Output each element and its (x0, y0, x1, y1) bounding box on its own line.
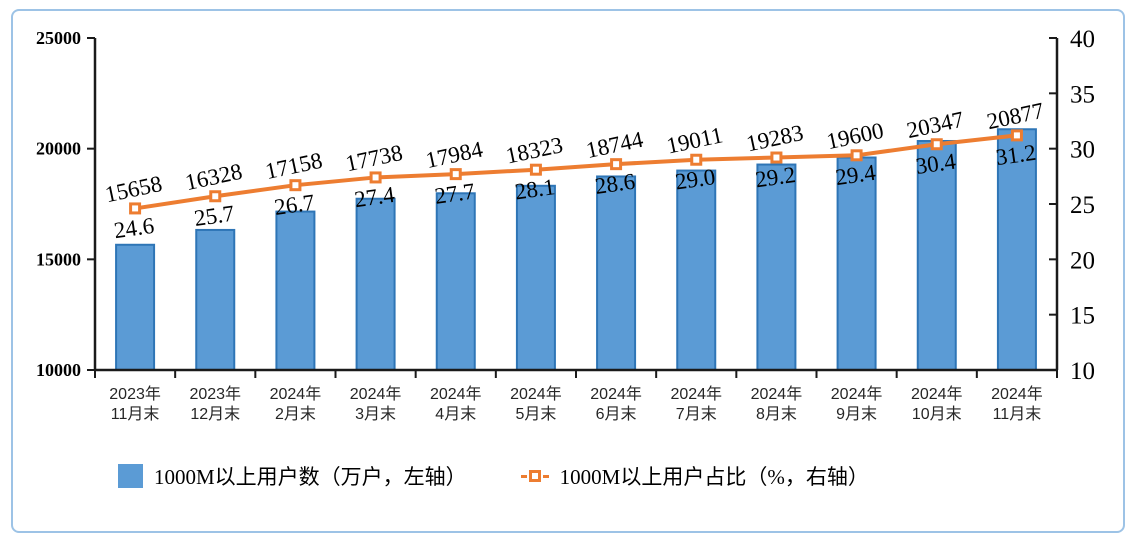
x-tick-label: 2024年 8月末 (751, 385, 803, 423)
bar (916, 139, 957, 371)
bar-value-label: 16328 (183, 159, 244, 195)
x-tick-label: 2024年 4月末 (430, 385, 482, 423)
bar-value-label: 17158 (263, 148, 324, 184)
bar-value-label: 17738 (343, 140, 404, 176)
bar-value-label: 19600 (824, 118, 885, 154)
legend: 1000M以上用户数（万户，左轴） 1000M以上用户占比（%，右轴） (118, 459, 869, 493)
y-axis-left-tick-label: 15000 (36, 249, 81, 269)
y-axis-right-tick-label: 25 (1070, 192, 1095, 219)
line-marker (529, 163, 542, 176)
y-axis-left-tick-label: 20000 (36, 139, 81, 159)
bar (435, 192, 476, 371)
bar (515, 184, 556, 371)
y-axis-right-tick-label: 15 (1070, 303, 1095, 330)
y-axis-right-tick-label: 40 (1070, 26, 1095, 53)
line-series-marker-icon (520, 470, 549, 482)
y-axis-right-tick-label: 10 (1070, 358, 1095, 385)
bar (115, 243, 156, 372)
line-marker (209, 190, 222, 203)
x-tick-label: 2023年 11月末 (109, 385, 161, 423)
line-marker (770, 151, 783, 164)
line-value-label: 28.6 (593, 169, 636, 199)
bar (355, 197, 396, 371)
bar (676, 169, 717, 371)
y-axis-left-tick-label: 10000 (36, 360, 81, 380)
bar-value-label: 15658 (103, 171, 164, 207)
x-tick-label: 2024年 2月末 (270, 385, 322, 423)
bar (756, 163, 797, 371)
line-marker (129, 202, 142, 215)
x-tick-label: 2024年 11月末 (991, 385, 1043, 423)
bar-value-label: 18744 (584, 127, 646, 164)
line-value-label: 30.4 (914, 149, 958, 179)
line-value-label: 24.6 (112, 213, 155, 243)
bar (596, 175, 637, 371)
x-tick-label: 2023年 12月末 (189, 385, 241, 423)
x-tick-label: 2024年 7月末 (670, 385, 722, 423)
line-marker (289, 179, 302, 192)
bar (275, 210, 316, 371)
line-marker (690, 153, 703, 166)
line-value-label: 27.4 (353, 182, 397, 212)
bar (996, 128, 1037, 371)
line-marker (610, 158, 623, 171)
x-tick-label: 2024年 5月末 (510, 385, 562, 423)
bar-series-label: 1000M以上用户数（万户，左轴） (154, 465, 467, 489)
bar-value-label: 17984 (423, 136, 485, 173)
bar-series-swatch-icon (118, 464, 143, 488)
line-series (133, 133, 1019, 211)
line-marker (369, 171, 382, 184)
line-value-label: 29.2 (754, 162, 797, 192)
bar (836, 156, 877, 371)
line-marker (930, 138, 943, 151)
x-tick-label: 2024年 10月末 (911, 385, 963, 423)
line-value-label: 27.7 (433, 179, 476, 209)
line-value-label: 31.2 (994, 140, 1037, 170)
line-series-label: 1000M以上用户占比（%，右轴） (559, 465, 869, 489)
line-value-label: 28.1 (513, 174, 556, 204)
legend-item-line-series: 1000M以上用户占比（%，右轴） (520, 461, 869, 491)
line-marker (449, 168, 462, 181)
x-tick-label: 2024年 6月末 (590, 385, 642, 423)
y-axis-right-tick-label: 30 (1070, 137, 1095, 164)
x-tick-label: 2024年 9月末 (831, 385, 883, 423)
line-value-label: 29.0 (674, 164, 717, 194)
bar-value-label: 18323 (504, 132, 565, 168)
y-axis-left-tick-label: 25000 (36, 28, 81, 48)
legend-item-bar-series: 1000M以上用户数（万户，左轴） (118, 461, 467, 491)
line-marker (1010, 129, 1023, 142)
line-value-label: 26.7 (273, 190, 316, 220)
bar-value-label: 19283 (744, 120, 805, 156)
line-value-label: 29.4 (834, 160, 878, 190)
bar-value-label: 19011 (664, 122, 725, 158)
bar (195, 228, 236, 371)
y-axis-right-tick-label: 35 (1070, 81, 1095, 108)
x-tick-label: 2024年 3月末 (350, 385, 402, 423)
line-value-label: 25.7 (193, 201, 236, 231)
bar-value-label: 20347 (904, 107, 965, 143)
y-axis-right-tick-label: 20 (1070, 247, 1095, 274)
line-marker (850, 149, 863, 162)
